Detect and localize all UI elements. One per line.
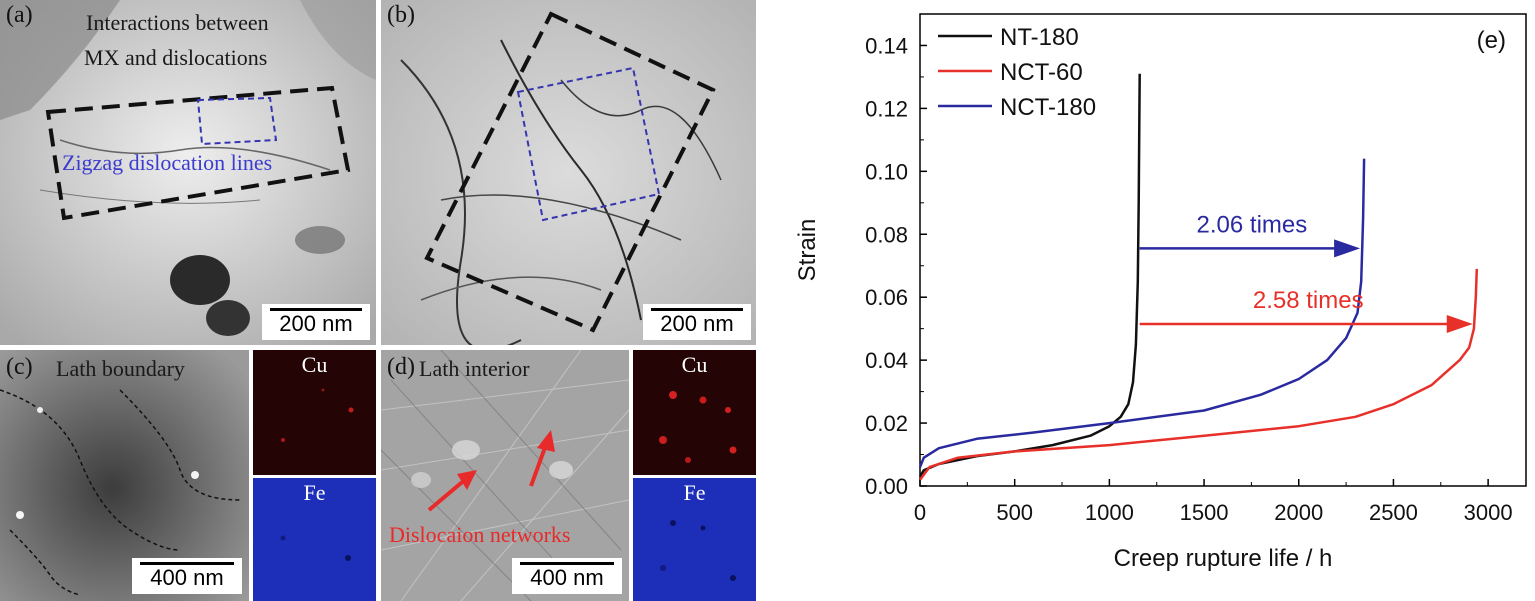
plot-frame [919, 13, 1527, 487]
panel-e-label: (e) [1477, 27, 1506, 54]
panel-a-label: (a) [6, 2, 33, 28]
series-line-nct-60 [919, 268, 1479, 481]
panel-d-label: (d) [387, 354, 415, 380]
annotation-label: 2.06 times [1197, 211, 1308, 238]
panel-c-cu-label: Cu [301, 352, 328, 377]
panel-d: (d) Lath interior Dislocaion networks 40… [381, 350, 629, 601]
x-tick-label: 3000 [1464, 500, 1513, 525]
creep-strain-chart: 0 500 1000 1500 2000 2500 3000 0.00 0.02 0.04 0.06… [794, 13, 1527, 572]
y-tick-label: 0.02 [865, 411, 908, 436]
panel-a: (a) Interactions between MX and dislocat… [0, 0, 376, 345]
panel-a-annotation: Zigzag dislocation lines [62, 150, 273, 175]
annotation-label: 2.58 times [1253, 287, 1364, 314]
panel-c: (c) Lath boundary 400 nm [0, 350, 249, 601]
y-tick-label: 0.12 [865, 96, 908, 121]
annotation-arrow-head [1446, 314, 1473, 333]
panel-d-fe-map: Fe [633, 478, 756, 601]
panel-c-title: Lath boundary [56, 356, 185, 381]
chart-plot-layer: 0 500 1000 1500 2000 2500 3000 0.00 0.02 0.04 0.06… [794, 13, 1527, 572]
legend-label-nct-180: NCT-180 [1000, 94, 1096, 121]
panel-c-label: (c) [6, 354, 33, 380]
x-tick-label: 0 [914, 500, 926, 525]
panel-d-fe-dots [660, 520, 736, 581]
y-tick-label: 0.06 [865, 285, 908, 310]
y-tick-label: 0.08 [865, 222, 908, 247]
panel-a-title-line1: Interactions between [86, 10, 269, 35]
y-tick-label: 0.14 [865, 33, 908, 58]
panel-a-micrograph [0, 0, 376, 345]
legend-label-nt-180: NT-180 [1000, 24, 1079, 51]
panel-d-cu-label: Cu [681, 352, 708, 377]
series-line-nt-180 [918, 73, 1141, 478]
y-axis-label: Strain [794, 219, 821, 282]
panel-c-cu-dots [281, 388, 354, 442]
panel-c-fe-label: Fe [303, 480, 326, 505]
panel-d-fe-label: Fe [683, 480, 706, 505]
panel-d-cu-dots [659, 391, 737, 463]
panel-b-scalebar: 200 nm [643, 304, 751, 340]
y-tick-label: 0.10 [865, 159, 908, 184]
series-line-nct-180 [918, 158, 1366, 468]
x-tick-label: 1500 [1180, 500, 1229, 525]
panel-d-cu-map: Cu [633, 350, 756, 475]
panel-b-label: (b) [387, 2, 415, 28]
x-tick-label: 500 [996, 500, 1033, 525]
panel-d-title: Lath interior [419, 356, 530, 381]
y-tick-label: 0.00 [865, 474, 908, 499]
annotation-arrow-head [1334, 239, 1361, 258]
y-tick-label: 0.04 [865, 348, 908, 373]
panel-c-fe-map: Fe [253, 478, 376, 601]
x-tick-label: 2000 [1274, 500, 1323, 525]
panel-d-scalebar: 400 nm [512, 558, 622, 594]
panel-c-cu-map: Cu [253, 350, 376, 475]
x-axis-label: Creep rupture life / h [1114, 545, 1333, 572]
panel-b: (b) 200 nm [381, 0, 756, 345]
x-tick-label: 1000 [1085, 500, 1134, 525]
legend-label-nct-60: NCT-60 [1000, 59, 1083, 86]
x-tick-label: 2500 [1369, 500, 1418, 525]
panel-a-title-line2: MX and dislocations [84, 45, 268, 70]
panel-a-scalebar: 200 nm [262, 304, 370, 340]
panel-b-micrograph [381, 0, 756, 345]
panel-d-annotation: Dislocaion networks [389, 522, 571, 547]
panel-c-fe-dots [280, 535, 351, 561]
panel-c-scalebar: 400 nm [132, 558, 242, 594]
